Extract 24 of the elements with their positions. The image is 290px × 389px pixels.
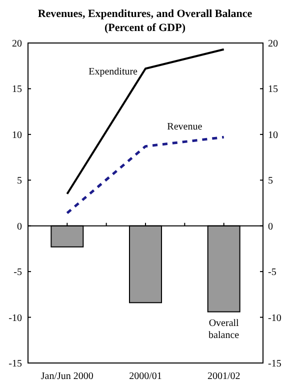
series-label: Overall balance (208, 318, 240, 341)
chart-title: Revenues, Expenditures, and Overall Balance (38, 8, 252, 20)
x-tick-label: Jan/Jun 2000 (40, 371, 94, 382)
y-tick-label: 5 (17, 176, 22, 187)
chart-subtitle: (Percent of GDP) (104, 22, 186, 34)
y2-tick-label: -5 (268, 267, 276, 278)
y2-tick-label: 20 (268, 38, 278, 50)
y-tick-label: 0 (17, 221, 22, 232)
y-tick-label: -15 (8, 358, 22, 370)
y-tick-label: -5 (14, 267, 22, 278)
y-tick-label: 15 (12, 84, 22, 96)
y2-tick-label: -10 (268, 312, 282, 324)
x-tick-label: 2001/02 (207, 371, 240, 382)
y-tick-label: 10 (12, 130, 22, 141)
y-tick-label: -10 (8, 312, 22, 324)
y2-tick-label: -15 (268, 358, 282, 370)
series-label: Revenue (167, 122, 203, 133)
y2-tick-label: 15 (268, 84, 278, 96)
series-label: Expenditure (88, 66, 138, 78)
y-tick-label: 20 (12, 38, 22, 50)
y2-tick-label: 5 (268, 176, 273, 187)
y2-tick-label: 10 (268, 130, 278, 141)
x-tick-label: 2000/01 (129, 371, 162, 382)
y2-tick-label: 0 (268, 221, 273, 232)
